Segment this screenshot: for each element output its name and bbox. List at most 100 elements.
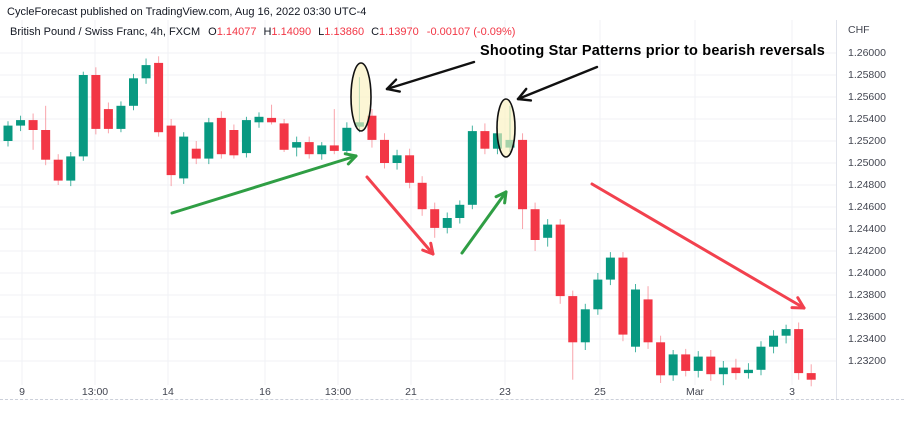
candle-body xyxy=(731,367,741,374)
price-axis-label: 1.23400 xyxy=(848,333,886,345)
candle-body xyxy=(66,156,76,181)
candle-body xyxy=(668,354,678,376)
symbol-legend[interactable]: British Pound / Swiss Franc, 4h, FXCM O1… xyxy=(10,26,515,38)
green-uptrend-arrow-1-head xyxy=(343,152,358,158)
price-axis-label: 1.23800 xyxy=(848,289,886,301)
candle-body xyxy=(166,125,176,176)
candle-body xyxy=(593,279,603,310)
candle-body xyxy=(116,105,126,129)
time-axis-label: Mar xyxy=(685,386,705,398)
price-axis-label: 1.25000 xyxy=(848,157,886,169)
time-axis-label: 3 xyxy=(789,386,795,398)
price-axis-label: 1.23200 xyxy=(848,355,886,367)
change-value: -0.00107 (-0.09%) xyxy=(426,26,516,38)
annotation-text[interactable]: Shooting Star Patterns prior to bearish … xyxy=(480,43,826,59)
candle-body xyxy=(204,122,214,159)
candle-body xyxy=(3,125,13,141)
candle-body xyxy=(618,257,628,335)
currency-label: CHF xyxy=(848,24,870,36)
price-axis-label: 1.25200 xyxy=(848,135,886,147)
candle-body xyxy=(78,75,88,157)
candle-body xyxy=(656,342,666,376)
black-arrow-to-star-2[interactable] xyxy=(516,65,599,101)
candle-body xyxy=(28,120,38,130)
ohlc-values: O1.14077 H1.14090 L1.13860 C1.13970 xyxy=(208,26,419,38)
candle-body xyxy=(229,130,239,156)
candle-body xyxy=(769,335,779,347)
price-axis-label: 1.24200 xyxy=(848,245,886,257)
candle-body xyxy=(103,109,113,129)
black-arrow-to-star-2-head xyxy=(516,97,533,102)
time-axis-label: 21 xyxy=(405,386,417,398)
candle-body xyxy=(154,62,164,133)
price-axis-label: 1.25400 xyxy=(848,113,886,125)
time-axis-label: 9 xyxy=(19,386,25,398)
candle-body xyxy=(267,117,277,123)
candle-body xyxy=(706,356,716,375)
price-axis-label: 1.26000 xyxy=(848,47,886,59)
time-axis-label: 16 xyxy=(259,386,271,398)
star-highlight-ellipse-1[interactable] xyxy=(350,62,372,132)
price-axis-label: 1.24600 xyxy=(848,201,886,213)
time-axis-label: 25 xyxy=(594,386,606,398)
candle-body xyxy=(191,148,201,159)
candle-body xyxy=(543,224,553,238)
candle-body xyxy=(631,289,640,347)
candle-body xyxy=(743,369,753,374)
black-arrow-to-star-1-head xyxy=(385,78,398,91)
symbol-description: British Pound / Swiss Franc, 4h, FXCM xyxy=(10,26,201,38)
green-uptrend-arrow-1-head xyxy=(346,154,358,166)
candle-body xyxy=(91,75,101,129)
candle-body xyxy=(605,257,615,280)
candle-body xyxy=(41,130,51,160)
black-arrow-to-star-2-head xyxy=(516,87,528,101)
green-uptrend-arrow-2-head xyxy=(494,190,508,199)
candle-body xyxy=(568,296,578,343)
candle-body xyxy=(53,159,63,181)
candle-body xyxy=(304,142,314,155)
price-axis-label: 1.23600 xyxy=(848,311,886,323)
candle-body xyxy=(530,209,540,240)
time-axis-label: 14 xyxy=(162,386,174,398)
price-axis-label: 1.25600 xyxy=(848,91,886,103)
candle-body xyxy=(455,204,465,218)
black-arrow-to-star-1[interactable] xyxy=(385,60,476,91)
candle-body xyxy=(555,224,565,297)
candle-body xyxy=(417,182,427,210)
candle-body xyxy=(518,139,528,210)
ohlc-h: H1.14090 xyxy=(263,26,312,38)
red-downtrend-arrow-2-head xyxy=(796,296,806,310)
candle-body xyxy=(141,65,151,79)
time-axis[interactable]: 9 13:00 14 16 13:00 21 23 25 Mar 3 xyxy=(0,384,904,400)
candle-body xyxy=(794,329,804,374)
candle-body xyxy=(392,155,402,163)
time-axis-label: 23 xyxy=(499,386,511,398)
green-uptrend-arrow-2[interactable] xyxy=(460,190,508,255)
price-axis-label: 1.25800 xyxy=(848,69,886,81)
green-uptrend-arrow-2-head xyxy=(503,190,508,205)
green-uptrend-arrow-1[interactable] xyxy=(170,154,358,215)
candle-body xyxy=(317,145,327,155)
candle-body xyxy=(430,209,440,228)
price-axis[interactable]: CHF 1.26000 1.25800 1.25600 1.25400 1.25200 1… xyxy=(836,20,904,400)
candle-body xyxy=(693,356,703,371)
candle-body xyxy=(367,115,377,140)
candle-body xyxy=(16,120,26,126)
candle-body xyxy=(480,131,490,149)
red-downtrend-arrow-2[interactable] xyxy=(590,182,806,310)
publish-info: CycleForecast published on TradingView.c… xyxy=(7,6,367,18)
candle-body xyxy=(329,145,339,151)
candle-body xyxy=(216,117,226,155)
ohlc-c: C1.13970 xyxy=(371,26,419,38)
candle-body xyxy=(179,136,189,179)
red-downtrend-arrow-1[interactable] xyxy=(365,175,435,256)
star-highlight-ellipse-2[interactable] xyxy=(496,98,516,158)
time-axis-separator xyxy=(0,399,904,400)
price-axis-label: 1.24400 xyxy=(848,223,886,235)
candle-body xyxy=(467,131,477,205)
candle-body xyxy=(241,120,251,154)
time-axis-label: 13:00 xyxy=(324,386,352,398)
candle-body xyxy=(580,309,590,343)
